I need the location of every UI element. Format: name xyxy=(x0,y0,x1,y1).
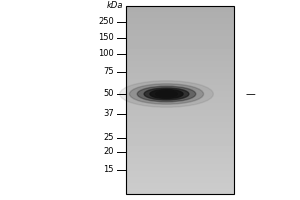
Text: 25: 25 xyxy=(103,134,114,142)
Text: 50: 50 xyxy=(103,90,114,98)
Text: —: — xyxy=(246,89,256,99)
Text: 20: 20 xyxy=(103,148,114,156)
Ellipse shape xyxy=(130,84,204,104)
Text: kDa: kDa xyxy=(106,1,123,10)
Text: 250: 250 xyxy=(98,18,114,26)
Ellipse shape xyxy=(144,88,189,100)
Bar xyxy=(126,6,234,194)
Text: 37: 37 xyxy=(103,109,114,118)
Ellipse shape xyxy=(156,91,177,97)
Text: 100: 100 xyxy=(98,49,114,58)
Ellipse shape xyxy=(137,86,196,102)
Text: 15: 15 xyxy=(103,166,114,174)
Ellipse shape xyxy=(150,90,183,98)
Text: 75: 75 xyxy=(103,68,114,76)
Text: 150: 150 xyxy=(98,33,114,43)
Ellipse shape xyxy=(120,81,213,107)
